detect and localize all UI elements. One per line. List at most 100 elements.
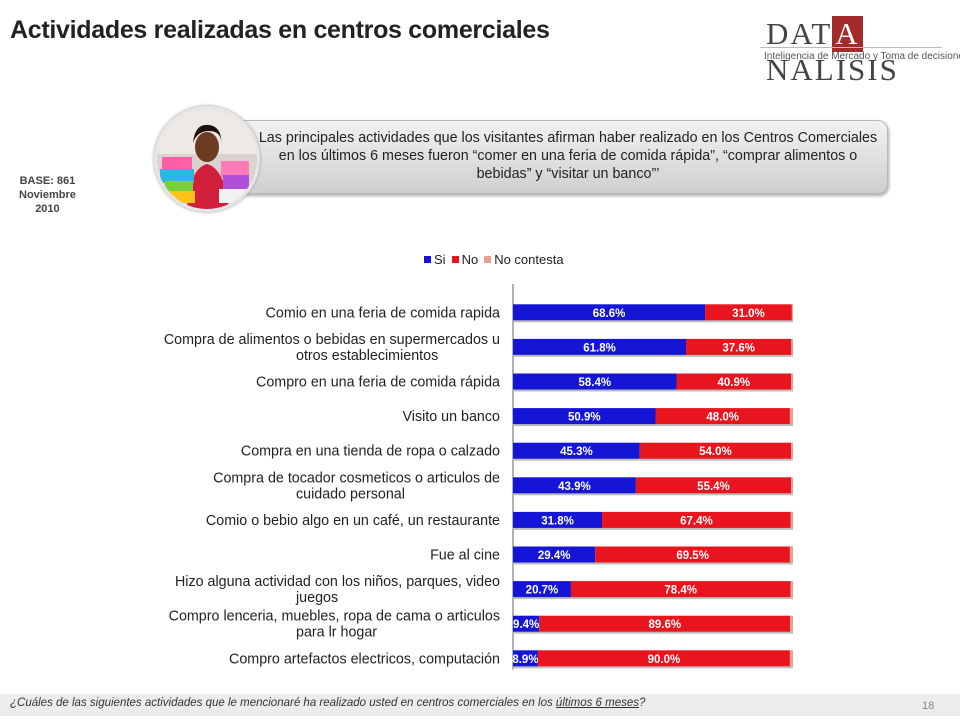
bar-si (513, 338, 687, 355)
bar-si (513, 477, 636, 494)
base-year: 2010 (35, 203, 60, 215)
bar-no-contesta (790, 581, 793, 598)
category-label: Compro en una feria de comida rápida (256, 375, 500, 391)
bar-no (705, 304, 792, 321)
category-label: cuidado personal (296, 486, 405, 502)
bar-no (595, 546, 790, 563)
category-label: Hizo alguna actividad con los niños, par… (175, 574, 500, 590)
chart-legend: Si No No contesta (424, 252, 564, 267)
bar-no-contesta (789, 408, 793, 425)
legend-swatch-si (424, 256, 431, 263)
data-label: 68.6% (593, 308, 626, 320)
legend-label-no: No (461, 252, 479, 267)
data-label: 78.4% (664, 585, 697, 597)
data-label: 43.9% (558, 481, 591, 493)
logo-divider (760, 47, 942, 48)
legend-label-si: Si (434, 252, 446, 267)
category-label: otros establecimientos (296, 348, 438, 364)
bar-no (602, 511, 791, 528)
callout-text: Las principales actividades que los visi… (258, 130, 878, 182)
logo-wordmark: DATANALISIS (766, 16, 945, 88)
shopper-illustration-icon (157, 109, 257, 209)
data-label: 31.8% (541, 515, 574, 527)
question-emphasis: últimos 6 meses (555, 697, 640, 709)
data-label: 29.4% (538, 550, 571, 562)
logo-accent-letter: A (832, 16, 863, 52)
data-label: 54.0% (699, 446, 732, 458)
bar-no-contesta (791, 338, 793, 355)
stacked-bar-chart: Comio en una feria de comida rapida 68.6%… (164, 284, 793, 670)
footer-bar: ¿Cuáles de las siguientes actividades qu… (0, 694, 960, 716)
data-label: 20.7% (526, 585, 559, 597)
data-label: 40.9% (717, 377, 750, 389)
data-label: 8.9% (512, 654, 538, 666)
bar-no (686, 338, 792, 355)
bar-no-contesta (789, 650, 793, 667)
bar-no-contesta (791, 442, 793, 459)
bar-no-contesta (791, 304, 793, 321)
data-label: 9.4% (513, 619, 539, 631)
category-label: Compra de tocador cosmeticos o articulos… (213, 470, 500, 486)
question-text: ¿Cuáles de las siguientes actividades qu… (10, 697, 556, 709)
bar-no (537, 650, 790, 667)
bar-si (513, 373, 677, 390)
bar-si (513, 511, 603, 528)
bar-no (570, 581, 791, 598)
data-label: 50.9% (568, 412, 601, 424)
bar-no-contesta (791, 477, 793, 494)
legend-swatch-no (451, 256, 459, 263)
bar-no (539, 615, 791, 632)
data-label: 31.0% (732, 308, 765, 320)
bar-si (513, 442, 640, 459)
logo-part-1: DAT (766, 16, 833, 51)
data-label: 61.8% (583, 342, 616, 354)
data-label: 67.4% (680, 515, 713, 527)
bar-si (513, 615, 540, 632)
bar-si (513, 581, 571, 598)
category-label: Compro lenceria, muebles, ropa de cama o… (169, 609, 500, 625)
page-number: 18 (922, 700, 935, 712)
category-label: Compra en una tienda de ropa o calzado (241, 444, 500, 460)
category-label: Fue al cine (430, 548, 500, 564)
category-label: para lr hogar (296, 625, 377, 641)
bar-no-contesta (789, 546, 793, 563)
bar-si (513, 304, 706, 321)
bar-no (635, 477, 792, 494)
logo-part-2: NALISIS (766, 52, 899, 87)
legend-item-no: No (451, 252, 479, 267)
bar-no (676, 373, 792, 390)
data-label: 37.6% (722, 342, 755, 354)
base-label: BASE: 861 (19, 175, 76, 187)
data-label: 48.0% (706, 412, 739, 424)
insight-callout: Las principales actividades que los visi… (196, 120, 888, 194)
bar-no (655, 408, 790, 425)
page-title: Actividades realizadas en centros comerc… (10, 16, 550, 44)
legend-swatch-no-contesta (484, 256, 492, 263)
question-mark: ? (639, 697, 646, 709)
bar-no-contesta (790, 615, 793, 632)
bar-si (513, 546, 596, 563)
data-label: 58.4% (578, 377, 611, 389)
bar-si (513, 408, 656, 425)
bar-si (513, 650, 538, 667)
data-label: 55.4% (697, 481, 730, 493)
survey-question: ¿Cuáles de las siguientes actividades qu… (10, 697, 645, 709)
bar-no (639, 442, 792, 459)
legend-label-no-contesta: No contesta (494, 252, 564, 267)
legend-item-si: Si (424, 252, 446, 267)
data-label: 90.0% (648, 654, 681, 666)
legend-item-no-contesta: No contesta (484, 252, 564, 267)
bar-no-contesta (790, 511, 793, 528)
category-label: juegos (295, 590, 338, 606)
data-label: 45.3% (560, 446, 593, 458)
bar-no-contesta (791, 373, 793, 390)
brand-logo: DATANALISIS Inteligencia de Mercado y To… (760, 14, 960, 87)
category-label: Comio en una feria de comida rapida (266, 305, 500, 321)
category-label: Compra de alimentos o bebidas en superme… (164, 332, 500, 348)
shopper-photo (154, 106, 260, 212)
data-label: 89.6% (648, 619, 681, 631)
category-label: Compro artefactos electricos, computació… (229, 651, 500, 667)
category-label: Comio o bebio algo en un café, un restau… (206, 513, 500, 529)
data-label: 69.5% (676, 550, 709, 562)
category-label: Visito un banco (402, 409, 500, 425)
